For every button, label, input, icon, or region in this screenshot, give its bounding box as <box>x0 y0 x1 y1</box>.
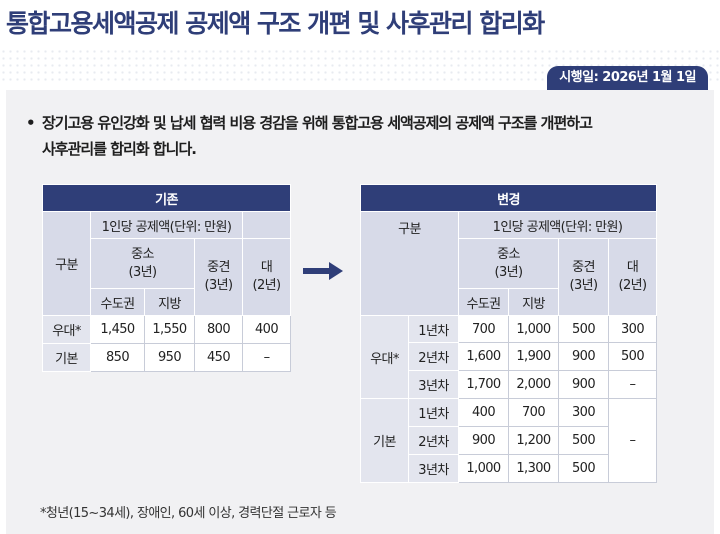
before-header: 기존 <box>41 184 292 212</box>
bullet-line-2: 사후관리를 합리화 합니다. <box>42 140 197 158</box>
after-cell-merged: – <box>607 398 658 483</box>
after-cell: 1,300 <box>508 454 559 483</box>
after-sme-header: 중소 (3년) <box>458 238 559 289</box>
after-cell: 900 <box>558 342 609 371</box>
after-cell: 500 <box>558 315 609 343</box>
before-cell: 850 <box>90 343 145 372</box>
before-cell: 450 <box>194 343 243 372</box>
before-large-header: 대 (2년) <box>241 238 292 316</box>
before-local-header: 지방 <box>144 288 195 316</box>
before-amount-spacer <box>241 211 292 239</box>
after-cell: 1,200 <box>508 426 559 455</box>
after-cell: 900 <box>558 370 609 399</box>
summary-bullet: • 장기고용 유인강화 및 납세 협력 비용 경감을 위해 통합고용 세액공제의… <box>26 110 686 162</box>
after-year-label: 1년차 <box>408 315 459 343</box>
after-cell: 2,000 <box>508 370 559 399</box>
before-cell: 950 <box>144 343 195 372</box>
before-cell: 1,550 <box>144 315 195 344</box>
after-cell: 700 <box>458 315 509 343</box>
bullet-dot-icon: • <box>26 114 36 132</box>
after-cell: 500 <box>607 342 658 371</box>
before-cell: – <box>241 343 292 372</box>
after-year-label: 2년차 <box>408 426 459 455</box>
after-cell: 500 <box>558 454 609 483</box>
footnote: *청년(15~34세), 장애인, 60세 이상, 경력단절 근로자 등 <box>40 506 337 521</box>
after-year-label: 1년차 <box>408 398 459 427</box>
after-table: 변경 구분 1인당 공제액(단위: 만원) 중소 (3년) 중견 (3년) 대 … <box>359 184 658 483</box>
before-table: 기존 구분 1인당 공제액(단위: 만원) 중소 (3년) 중견 (3년) 대 … <box>41 184 292 372</box>
before-category-header: 구분 <box>42 211 91 316</box>
after-cell: 300 <box>607 315 658 343</box>
after-cell: 1,000 <box>458 454 509 483</box>
before-cell: 800 <box>194 315 243 344</box>
after-amount-header: 1인당 공제액(단위: 만원) <box>457 211 658 239</box>
after-cell: 300 <box>558 398 609 427</box>
before-row-label: 기본 <box>42 343 91 372</box>
after-cell: 1,600 <box>458 342 509 371</box>
after-capital-header: 수도권 <box>458 288 509 316</box>
after-year-label: 2년차 <box>408 342 459 371</box>
after-group-label: 기본 <box>360 398 409 483</box>
after-category-header: 구분 <box>360 211 459 316</box>
effective-date-badge: 시행일: 2026년 1월 1일 <box>547 66 708 90</box>
after-cell: 1,000 <box>508 315 559 343</box>
bullet-line-1: 장기고용 유인강화 및 납세 협력 비용 경감을 위해 통합고용 세액공제의 공… <box>42 114 593 132</box>
after-mid-header: 중견 (3년) <box>558 238 609 316</box>
after-cell: – <box>607 370 658 399</box>
after-year-label: 3년차 <box>408 370 459 399</box>
before-cell: 400 <box>241 315 292 344</box>
after-year-label: 3년차 <box>408 454 459 483</box>
after-cell: 400 <box>458 398 509 427</box>
before-mid-header: 중견 (3년) <box>194 238 243 316</box>
after-cell: 1,900 <box>508 342 559 371</box>
after-cell: 700 <box>508 398 559 427</box>
before-row-label: 우대* <box>42 315 91 344</box>
after-group-label: 우대* <box>360 315 409 399</box>
arrow-right-icon <box>303 262 343 280</box>
after-local-header: 지방 <box>508 288 559 316</box>
before-sme-header: 중소 (3년) <box>90 238 195 289</box>
after-large-header: 대 (2년) <box>607 238 658 316</box>
page-title: 통합고용세액공제 공제액 구조 개편 및 사후관리 합리화 <box>6 9 545 38</box>
before-capital-header: 수도권 <box>90 288 145 316</box>
after-cell: 900 <box>458 426 509 455</box>
before-amount-header: 1인당 공제액(단위: 만원) <box>90 211 243 239</box>
after-header: 변경 <box>359 184 658 212</box>
after-cell: 500 <box>558 426 609 455</box>
after-cell: 1,700 <box>458 370 509 399</box>
before-cell: 1,450 <box>90 315 145 344</box>
